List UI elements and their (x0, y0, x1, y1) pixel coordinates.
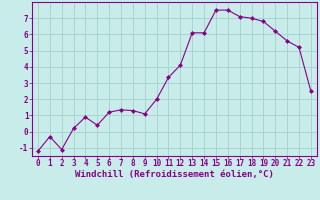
X-axis label: Windchill (Refroidissement éolien,°C): Windchill (Refroidissement éolien,°C) (75, 170, 274, 179)
